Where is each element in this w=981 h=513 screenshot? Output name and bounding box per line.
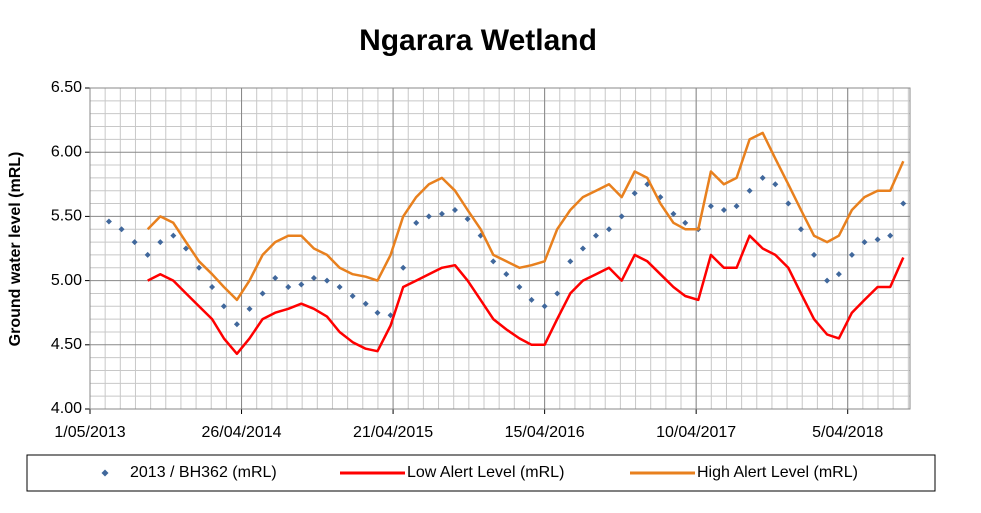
legend-box [26,454,936,492]
data-point [490,258,497,265]
y-tick-label: 6.00 [51,143,82,160]
y-tick-label: 6.50 [51,79,82,96]
data-point [759,174,766,181]
data-point [579,245,586,252]
data-point [196,264,203,271]
legend-marker [101,469,109,477]
series-line [147,234,905,356]
data-point [785,200,792,207]
data-point [516,284,523,291]
legend-label: 2013 / BH362 (mRL) [130,464,277,481]
data-point [733,203,740,210]
data-point [618,213,625,220]
data-point [592,232,599,239]
legend-label: Low Alert Level (mRL) [407,464,564,481]
data-point [464,215,471,222]
data-point [323,277,330,284]
data-point [144,251,151,258]
data-point [848,251,855,258]
data-point [861,239,868,246]
data-point [503,271,510,278]
data-point [259,290,266,297]
data-point [874,236,881,243]
x-tick-label: 21/04/2015 [353,424,433,441]
data-point [131,239,138,246]
chart-title: Ngarara Wetland [359,24,597,57]
data-point [772,181,779,188]
legend-label: High Alert Level (mRL) [697,464,858,481]
data-point [272,275,279,282]
y-axis-title: Ground water level (mRL) [7,152,24,347]
data-point [310,275,317,282]
data-point [336,284,343,291]
plot-frame [89,87,911,410]
data-point [209,284,216,291]
data-point [707,203,714,210]
data-point [182,245,189,252]
data-point [374,309,381,316]
data-point [246,305,253,312]
data-point [887,232,894,239]
data-point [438,210,445,217]
data-point [670,210,677,217]
data-point [298,281,305,288]
x-tick-label: 15/04/2016 [505,424,585,441]
data-point [220,303,227,310]
data-point [118,226,125,233]
data-point [824,277,831,284]
data-point [682,219,689,226]
data-point [797,226,804,233]
data-point [835,271,842,278]
data-point [400,264,407,271]
data-point [170,232,177,239]
x-tick-label: 10/04/2017 [656,424,736,441]
data-point [811,251,818,258]
y-tick-label: 5.50 [51,208,82,225]
data-point [349,293,356,300]
data-point [900,200,907,207]
data-point [425,213,432,220]
series-line [146,131,905,302]
y-tick-label: 5.00 [51,272,82,289]
y-tick-label: 4.00 [51,400,82,417]
data-point [720,206,727,213]
x-tick-label: 26/04/2014 [202,424,282,441]
data-point [554,290,561,297]
data-point [387,312,394,319]
data-point [606,226,613,233]
data-point [413,219,420,226]
data-point [157,239,164,246]
data-point [362,300,369,307]
x-tick-label: 1/05/2013 [54,424,125,441]
data-point [451,206,458,213]
data-point [105,218,112,225]
data-point [567,258,574,265]
data-point [285,284,292,291]
y-tick-label: 4.50 [51,336,82,353]
data-point [233,321,240,328]
data-point [746,187,753,194]
x-tick-label: 5/04/2018 [812,424,883,441]
data-point [541,303,548,310]
data-point [528,296,535,303]
data-point [631,190,638,197]
